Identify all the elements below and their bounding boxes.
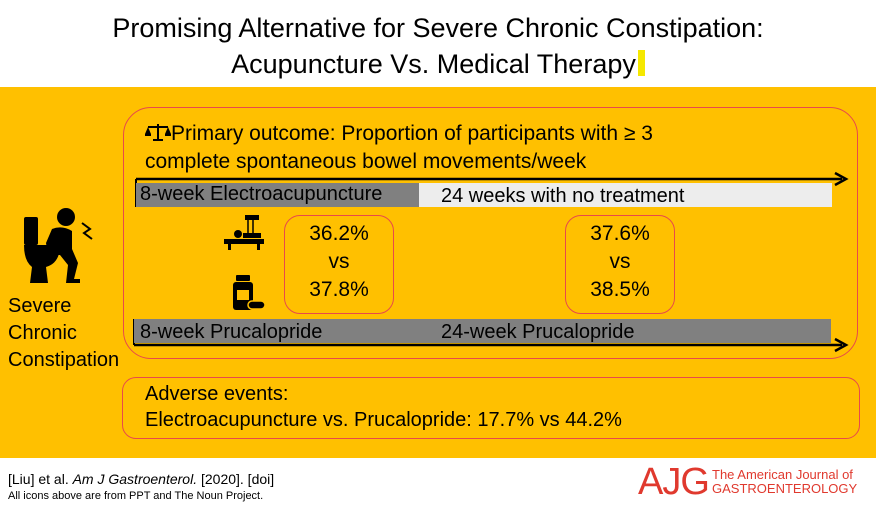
stat-prucalopride-24wk: 38.5% xyxy=(590,278,650,301)
page-title: Promising Alternative for Severe Chronic… xyxy=(0,10,876,82)
toilet-person-icon xyxy=(24,208,93,283)
electroacupuncture-label: 8-week Electroacupuncture xyxy=(140,183,383,205)
scales-icon xyxy=(145,124,171,141)
patient-line-2: Chronic xyxy=(8,322,77,344)
outcome-line-2: complete spontaneous bowel movements/wee… xyxy=(145,150,587,173)
ajg-logo: AJG xyxy=(638,461,710,503)
citation-authors: [Liu] et al. xyxy=(8,471,73,487)
title-line-2-wrap: Acupuncture Vs. Medical Therapy xyxy=(0,46,876,82)
infographic-panel: Primary outcome: Proportion of participa… xyxy=(0,87,876,458)
prucalopride-24wk-label: 24-week Prucalopride xyxy=(441,321,635,343)
citation: [Liu] et al. Am J Gastroenterol. [2020].… xyxy=(8,470,274,488)
icon-credit-note: All icons above are from PPT and The Nou… xyxy=(8,490,264,502)
patient-label: Severe Chronic Constipation xyxy=(8,293,119,374)
text-cursor-highlight xyxy=(637,50,645,76)
patient-line-1: Severe xyxy=(8,295,72,317)
title-line-1: Promising Alternative for Severe Chronic… xyxy=(112,13,764,43)
adverse-line-2: Electroacupuncture vs. Prucalopride: 17.… xyxy=(145,409,622,431)
outcome-line-1-wrap: Primary outcome: Proportion of participa… xyxy=(145,120,825,148)
stat-electroacupuncture-8wk: 36.2% xyxy=(309,222,369,245)
pill-bottle-icon xyxy=(233,275,266,310)
journal-name-line-1: The American Journal of xyxy=(712,467,853,482)
primary-outcome-box xyxy=(123,107,858,359)
electroacupuncture-treatment-segment xyxy=(136,183,419,207)
journal-name: The American Journal of GASTROENTEROLOGY xyxy=(712,468,857,496)
outcome-line-1: Primary outcome: Proportion of participa… xyxy=(171,122,653,145)
primary-outcome-text: Primary outcome: Proportion of participa… xyxy=(145,120,825,176)
prucalopride-bar xyxy=(134,319,831,343)
adverse-events-box xyxy=(122,377,860,439)
patient-line-3: Constipation xyxy=(8,349,120,371)
stat-prucalopride-8wk: 37.8% xyxy=(309,278,369,301)
citation-journal: Am J Gastroenterol. xyxy=(72,471,198,487)
adverse-line-1: Adverse events: xyxy=(145,383,289,405)
stat-electroacupuncture-24wk: 37.6% xyxy=(590,222,650,245)
stat-vs: vs xyxy=(609,250,631,273)
no-treatment-label: 24 weeks with no treatment xyxy=(441,185,685,207)
stat-box-8-week: 36.2% vs 37.8% xyxy=(284,215,394,314)
acupuncture-icon xyxy=(224,215,264,250)
adverse-events-text: Adverse events: Electroacupuncture vs. P… xyxy=(145,381,622,433)
title-line-2: Acupuncture Vs. Medical Therapy xyxy=(231,49,636,79)
citation-year-doi: [2020]. [doi] xyxy=(197,471,275,487)
prucalopride-label: 8-week Prucalopride xyxy=(140,321,323,343)
stat-vs: vs xyxy=(328,250,350,273)
stat-box-24-week: 37.6% vs 38.5% xyxy=(565,215,675,314)
journal-name-line-2: GASTROENTEROLOGY xyxy=(712,481,858,496)
